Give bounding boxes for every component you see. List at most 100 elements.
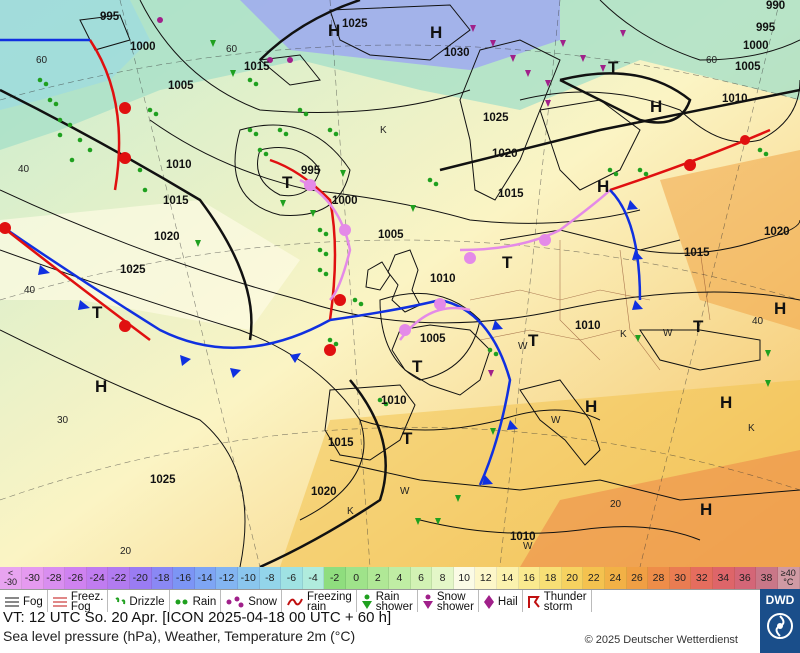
scale-cell: 14: [497, 567, 519, 589]
warm-front-iceland: [88, 39, 121, 191]
cold-north-field: [0, 0, 800, 150]
legend-item: Freez. Fog: [48, 590, 109, 613]
scale-cell: 34: [713, 567, 735, 589]
legend-item: Fog: [0, 590, 48, 613]
pressure-label: 1010: [722, 93, 748, 105]
snow-symbols: [157, 17, 626, 377]
nw-cool-field: [0, 0, 150, 110]
coastlines: [79, 4, 800, 501]
snow-icon: [225, 596, 245, 608]
scale-cell: -2: [324, 567, 346, 589]
legend-item: Snow shower: [418, 590, 479, 613]
pressure-label: 1030: [444, 47, 470, 59]
legend-item: Snow: [221, 590, 282, 613]
temp-label: W: [400, 486, 410, 497]
scale-cell: 10: [453, 567, 476, 589]
copyright: © 2025 Deutscher Wetterdienst: [584, 634, 738, 646]
pressure-label: 1020: [311, 486, 337, 498]
scale-cell: -28: [43, 567, 66, 589]
hl-label: T: [502, 253, 513, 272]
legend-label: Rain: [192, 595, 217, 608]
shower-symbols: [195, 40, 771, 525]
pressure-labels: 995 1000 1025 990 995 1000 1005 1030 100…: [100, 0, 790, 543]
scale-cell: 28: [648, 567, 670, 589]
pressure-label: 1005: [168, 80, 194, 92]
legend-label: Thunder storm: [543, 590, 587, 613]
hl-label: H: [95, 377, 107, 396]
thick-isobars: [0, 0, 800, 569]
pressure-label: 1005: [420, 333, 446, 345]
scale-low-bottom: -30: [3, 577, 17, 587]
scale-cell: 22: [583, 567, 606, 589]
freezing-fog-icon: [52, 596, 68, 608]
scale-cell: -8: [259, 567, 282, 589]
scale-cell: -6: [281, 567, 303, 589]
pressure-label: 1010: [381, 395, 407, 407]
rain-shower-icon: [361, 594, 373, 610]
valid-time: VT: 12 UTC So. 20 Apr. [ICON 2025-04-18 …: [3, 609, 392, 626]
dwd-emblem-icon: [767, 613, 793, 639]
legend-label: Freez. Fog: [70, 590, 104, 613]
temp-label: 40: [24, 285, 36, 296]
scale-cell: -20: [129, 567, 152, 589]
pressure-label: 1015: [328, 437, 354, 449]
temp-label: K: [347, 506, 354, 517]
pressure-label: 1005: [735, 61, 761, 73]
legend-item: Rain: [170, 590, 222, 613]
scale-cell: 6: [410, 567, 433, 589]
scale-cell: -14: [194, 567, 217, 589]
hl-label: T: [412, 357, 423, 376]
legend-label: Rain shower: [375, 590, 413, 613]
hl-label: H: [585, 397, 597, 416]
pressure-label: 1020: [764, 226, 790, 238]
dwd-logo: DWD: [760, 589, 800, 653]
temp-label: W: [551, 415, 561, 426]
scale-cell: 30: [669, 567, 692, 589]
scale-cell: -12: [216, 567, 238, 589]
cold-front-east: [609, 189, 642, 301]
hl-label: H: [720, 393, 732, 412]
map-description: Sea level pressure (hPa), Weather, Tempe…: [3, 628, 356, 644]
scale-high-top: ≥40: [780, 568, 796, 578]
isobars: [0, 0, 800, 568]
pressure-label: 1020: [154, 231, 180, 243]
legend-label: Snow shower: [436, 590, 474, 613]
hl-label: H: [430, 23, 442, 42]
scale-cell: 2: [367, 567, 390, 589]
pressure-label: 995: [301, 165, 321, 177]
pressure-label: 1020: [492, 148, 518, 160]
hl-label: H: [700, 500, 712, 519]
rain-symbols: [37, 77, 769, 407]
scale-cell: -18: [151, 567, 174, 589]
pressure-label: 1010: [430, 273, 456, 285]
weather-legend: Fog Freez. Fog Drizzle Rain Snow Freezing rai…: [0, 589, 760, 614]
scale-cell: 18: [540, 567, 562, 589]
temperature-labels: 60 60 40 40 30 20 20 40 60 K K K K W W W…: [18, 44, 764, 557]
hl-label: H: [328, 21, 340, 40]
legend-label: Drizzle: [129, 595, 165, 608]
temp-label: 60: [36, 55, 48, 66]
temp-label: 20: [120, 546, 132, 557]
scale-cell: 26: [626, 567, 649, 589]
hl-label: T: [92, 303, 103, 322]
scale-cell: 4: [389, 567, 411, 589]
cold-front-atlantic: [0, 223, 331, 350]
scale-cell: -30: [22, 567, 44, 589]
temp-label: 60: [706, 55, 718, 66]
legend-label: Hail: [497, 595, 518, 608]
scale-cell: 38: [756, 567, 778, 589]
scale-high-end: ≥40 °C: [777, 567, 800, 589]
scale-cell: 16: [518, 567, 541, 589]
pressure-label: 1015: [684, 247, 710, 259]
pressure-label: 1025: [150, 474, 176, 486]
legend-item: Drizzle: [108, 590, 170, 613]
scale-cell: 0: [345, 567, 368, 589]
info-panel: VT: 12 UTC So. 20 Apr. [ICON 2025-04-18 …: [0, 609, 760, 653]
warm-front-east: [609, 128, 771, 192]
temp-label: W: [523, 541, 533, 552]
legend-item: Hail: [479, 590, 523, 613]
legend-item: Rain shower: [357, 590, 418, 613]
pressure-label: 995: [100, 11, 120, 23]
snow-shower-icon: [422, 594, 434, 610]
temp-label: 40: [752, 316, 764, 327]
